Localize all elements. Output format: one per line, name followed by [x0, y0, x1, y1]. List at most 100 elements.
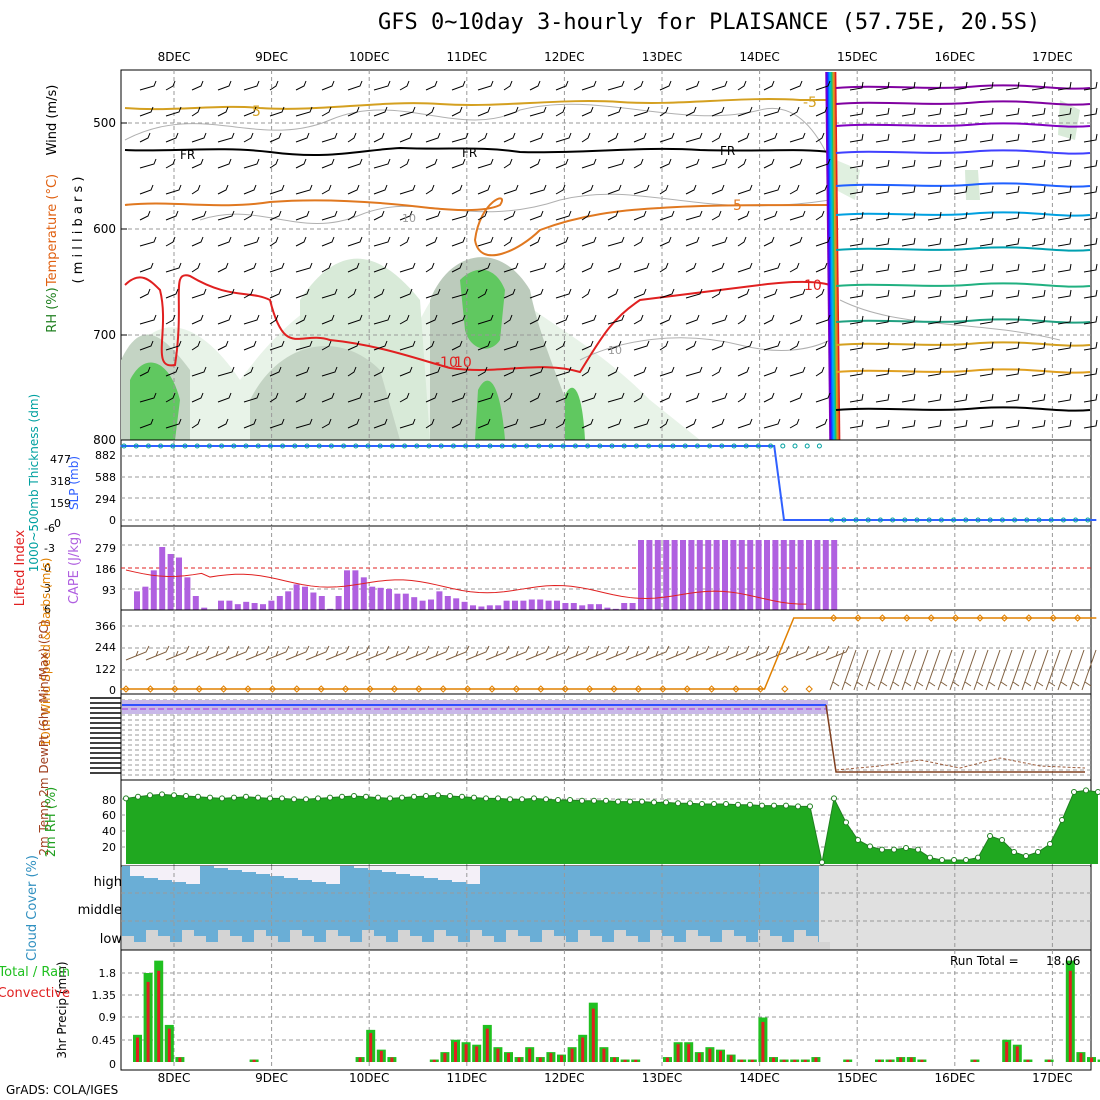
precip-convective-bar	[634, 1059, 638, 1062]
transition-line	[828, 71, 835, 441]
cape-bar	[747, 540, 754, 610]
wind-barb	[191, 158, 204, 169]
low-cloud	[482, 936, 494, 950]
wind-barb	[555, 288, 572, 299]
wind-barb	[217, 288, 235, 299]
wind-barb	[347, 236, 363, 247]
thickness-marker	[694, 443, 700, 449]
precip-convective-bar	[973, 1059, 977, 1062]
rh2m-point	[951, 857, 957, 863]
wind10m-barb	[913, 649, 929, 691]
wind-barb	[979, 289, 994, 299]
wind-barb	[815, 288, 825, 299]
wind-barb	[849, 315, 864, 325]
wind-barb	[399, 158, 410, 169]
wind-barb	[581, 184, 594, 195]
cloud-layer-label: high	[94, 875, 122, 890]
rh2m-point	[771, 802, 777, 809]
wind-barb	[477, 158, 494, 169]
cape-bar	[554, 600, 560, 610]
wind10m-barb	[937, 649, 953, 691]
top-date-axis: 8DEC 9DEC 10DEC 11DEC 12DEC 13DEC 14DEC 15DEC 16…	[158, 50, 1073, 64]
wind-barb	[737, 392, 747, 403]
wind-barb	[659, 80, 672, 91]
wind-barb	[477, 132, 488, 143]
low-cloud	[710, 942, 722, 950]
wind-barb	[1031, 107, 1046, 117]
wind-barb	[1005, 211, 1020, 221]
high-cloud-gap	[312, 866, 326, 882]
wind-barb	[607, 210, 619, 221]
low-cloud	[182, 930, 194, 950]
wind-barb	[477, 80, 494, 91]
rh2m-point	[603, 797, 609, 804]
thickness-marker	[402, 443, 408, 449]
cape-bars	[134, 540, 838, 610]
rh2m-point	[1047, 841, 1053, 847]
precip-convective-bar	[793, 1059, 797, 1062]
thickness-marker	[316, 443, 322, 449]
wind-barb	[165, 314, 176, 325]
wind-barb	[633, 288, 647, 299]
wind10m-barb	[265, 645, 290, 661]
rh-shade-green	[460, 269, 505, 349]
thickness-marker	[560, 443, 566, 449]
low-cloud	[326, 930, 338, 950]
wind-barb	[269, 392, 279, 403]
precip-convective-bar	[909, 1057, 913, 1062]
wind10m-barb	[785, 645, 810, 661]
thickness-marker	[206, 443, 212, 449]
thickness-tick: 159	[50, 497, 71, 510]
wind-barb	[269, 158, 279, 169]
grey-contour	[579, 337, 831, 361]
wind-barb	[581, 288, 591, 299]
cape-bar	[738, 540, 745, 610]
cape-bar	[503, 600, 510, 610]
precip-convective-bar	[803, 1059, 807, 1062]
cape-bar	[780, 540, 787, 610]
wind-barb	[503, 262, 519, 273]
cape-bar	[537, 599, 544, 610]
thickness-marker	[499, 443, 505, 449]
high-cloud-gap	[186, 866, 200, 884]
precip-convective-bar	[1047, 1059, 1051, 1062]
thickness-marker	[987, 517, 993, 523]
wind-barb	[1031, 341, 1046, 351]
y-tick-label: 244	[95, 641, 116, 654]
low-cloud	[278, 942, 290, 950]
rh2m-point	[459, 793, 465, 800]
wind-barb	[685, 340, 697, 351]
wind-barb	[607, 184, 622, 195]
wind-barb	[399, 262, 416, 273]
rh2m-point	[939, 857, 945, 863]
date-label: 8DEC	[158, 1071, 191, 1085]
date-label: 16DEC	[935, 50, 975, 64]
rh2m-point	[123, 795, 129, 802]
wind-barb	[711, 314, 728, 325]
cape-bar	[226, 600, 233, 610]
cape-bar	[184, 577, 191, 610]
thickness-marker	[243, 443, 249, 449]
wind-barb	[451, 106, 463, 117]
wind-barb	[763, 340, 781, 351]
thickness-marker	[1036, 517, 1042, 523]
wind10m-barb	[1045, 649, 1061, 691]
low-cloud	[554, 936, 566, 950]
wind-barb	[191, 184, 201, 195]
precip-convective-bar	[178, 1057, 182, 1062]
wind10m-barb	[865, 649, 881, 691]
wind-barb	[927, 133, 942, 143]
wind-barb	[451, 158, 466, 169]
wind-barb	[477, 184, 491, 195]
wind-barb	[901, 159, 916, 169]
wind-barb	[529, 340, 547, 351]
wind-barb	[789, 262, 800, 273]
cape-bar	[192, 596, 199, 610]
thickness-marker	[768, 443, 774, 449]
wind-barb	[737, 340, 753, 351]
high-cloud-gap	[396, 866, 410, 874]
wind-barb	[849, 341, 864, 351]
wind-barb	[711, 366, 722, 377]
y-tick-label: 600	[93, 222, 116, 236]
wind-barb	[581, 236, 597, 247]
